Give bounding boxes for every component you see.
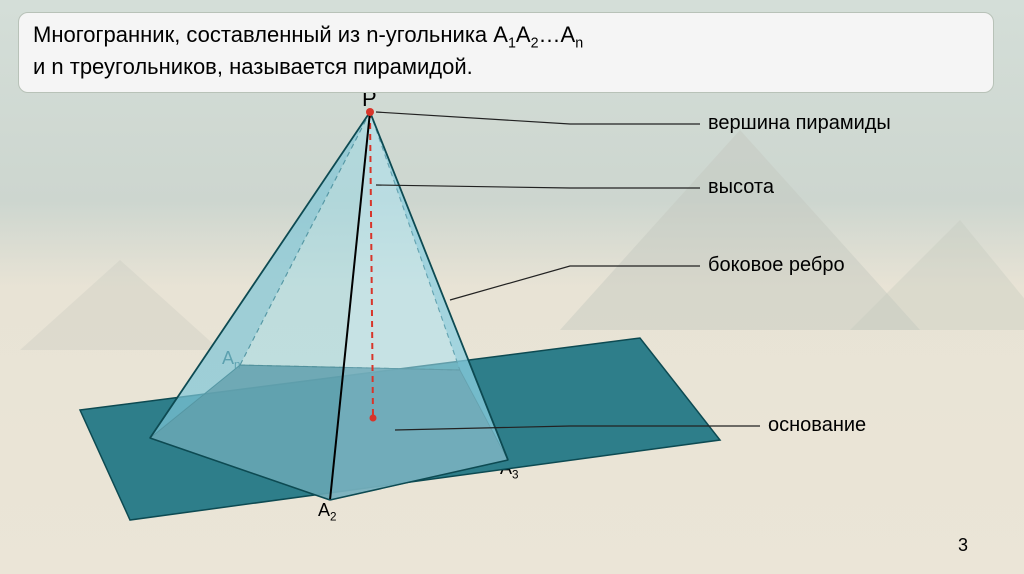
apex-dot [366,108,374,116]
definition-sub3: n [575,35,583,51]
definition-sub2: 2 [531,35,539,51]
definition-mid2: …А [539,22,576,47]
definition-sub1: 1 [508,35,516,51]
definition-mid1: А [516,22,531,47]
leader-height [376,185,700,188]
definition-line2: и n треугольников, называется пирамидой. [33,54,473,79]
leader-apex [376,112,700,124]
leader-edge [450,266,700,300]
page-number: 3 [958,535,968,556]
definition-line1-prefix: Многогранник, составленный из n-угольник… [33,22,508,47]
foot-dot [370,415,377,422]
definition-box: Многогранник, составленный из n-угольник… [18,12,994,93]
